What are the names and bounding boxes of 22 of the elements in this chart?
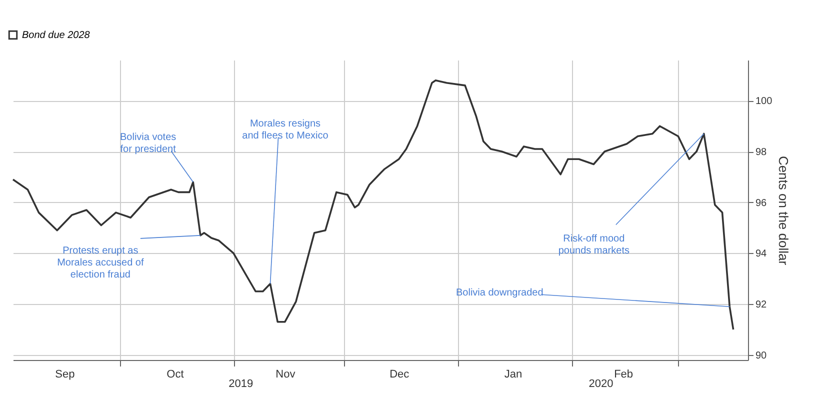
y-tick-label: 98 [756,147,768,158]
line-series [12,79,734,330]
y-tick-label: 100 [756,96,773,108]
y-tick-label: 96 [756,198,768,209]
text: 2020 [588,378,614,390]
annotation: Morales resigns and flees to Mexico [242,118,329,142]
y-axis-title: Cents on the dollar [776,156,792,266]
y-tick-label: 94 [756,248,768,260]
annotation: Bolivia downgraded [456,288,544,299]
x-tick-label: Jan [504,368,522,380]
x-tick-label: Oct [166,368,184,380]
x-tick-label: Dec [390,368,410,380]
text: 2019 [228,378,254,390]
x-tick-label: Feb [614,368,634,380]
x-tick-label: Nov [276,368,296,380]
annotation: Bolivia votes for president [120,132,176,156]
annotation: Protests erupt as Morales accused of election fraud [57,245,144,280]
y-tick-label: 90 [756,350,768,362]
y-tick-label: 92 [756,300,768,311]
x-tick-label: Sep [55,368,75,380]
legend-label: Bond due 2028 [22,30,90,41]
annotation: Risk-off mood pounds markets [558,234,630,257]
